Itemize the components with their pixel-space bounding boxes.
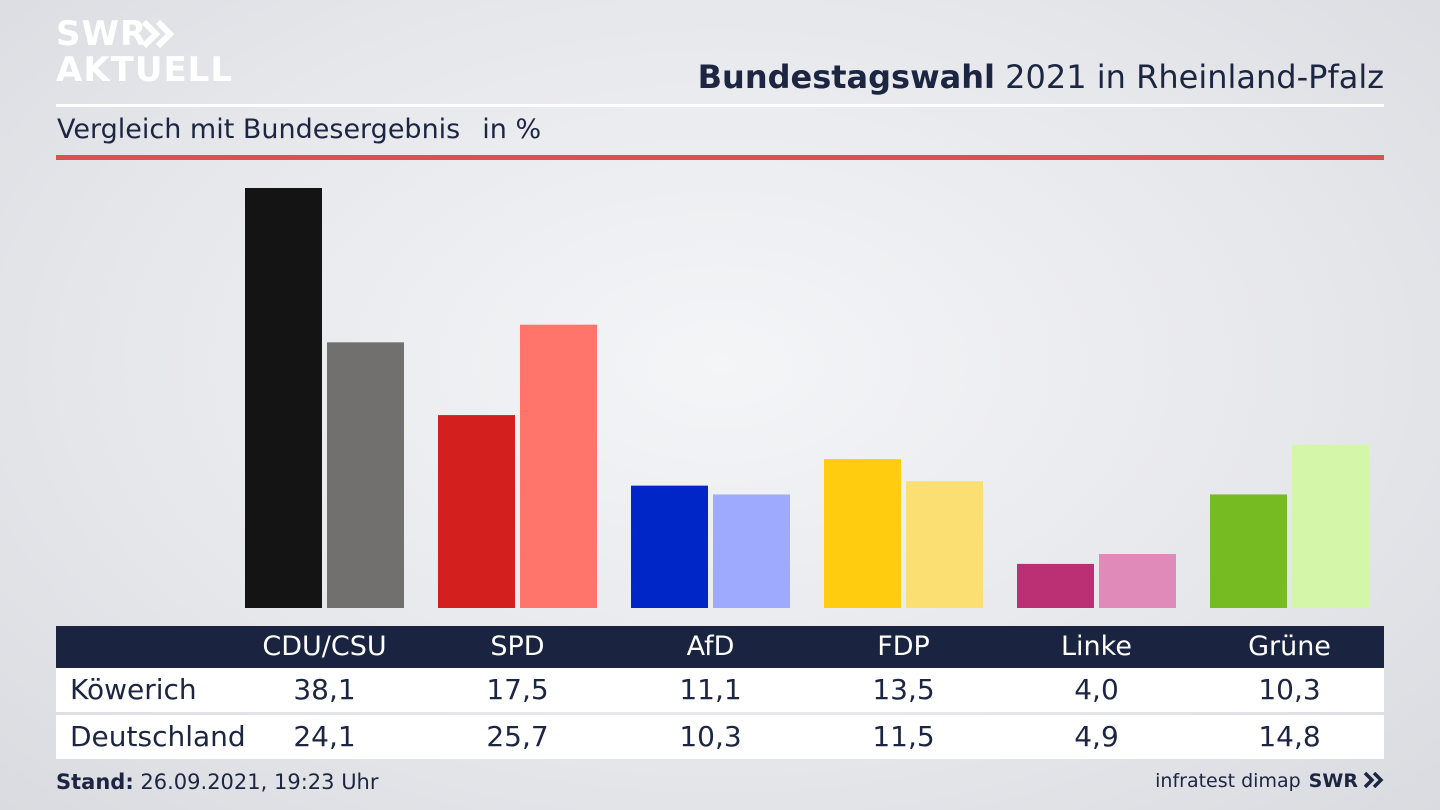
- title-rest: 2021 in Rheinland-Pfalz: [1005, 58, 1384, 96]
- bar-grüne-deutschland: [1292, 444, 1369, 608]
- stand-value: 26.09.2021, 19:23 Uhr: [140, 770, 379, 794]
- timestamp: Stand: 26.09.2021, 19:23 Uhr: [56, 770, 379, 794]
- value-cell: 17,5: [486, 673, 549, 706]
- bar-spd-koewerich: [438, 415, 515, 608]
- column-header: FDP: [877, 631, 930, 662]
- column-header: AfD: [686, 631, 735, 662]
- bar-linke-koewerich: [1017, 563, 1094, 608]
- table-header-row: CDU/CSU SPD AfD FDP Linke Grüne: [56, 626, 1384, 668]
- header-divider: [56, 104, 1384, 107]
- source-credit: infratest dimap SWR: [1155, 770, 1384, 792]
- logo-chevrons-icon: [142, 20, 174, 48]
- bar-cdu-csu-koewerich: [245, 188, 322, 608]
- bar-cdu-csu-deutschland: [327, 342, 404, 608]
- swr-aktuell-logo: SWR AKTUELL: [56, 14, 232, 90]
- value-cell: 11,5: [872, 720, 935, 753]
- footer-swr-logo: SWR: [1308, 770, 1358, 792]
- bar-grüne-koewerich: [1210, 494, 1287, 608]
- bar-spd-deutschland: [520, 324, 597, 608]
- subtitle-text: Vergleich mit Bundesergebnis: [57, 114, 461, 145]
- bar-linke-deutschland: [1099, 553, 1176, 608]
- chart-subtitle: Vergleich mit Bundesergebnis in %: [57, 114, 541, 145]
- value-cell: 10,3: [679, 720, 742, 753]
- accent-rule: [56, 155, 1384, 160]
- logo-swr-text: SWR: [56, 14, 148, 54]
- bar-fdp-deutschland: [906, 481, 983, 608]
- unit-label: in %: [482, 114, 542, 145]
- bar-chart: [245, 188, 1369, 608]
- value-cell: 4,9: [1074, 720, 1119, 753]
- value-cell: 24,1: [293, 720, 356, 753]
- logo-aktuell-text: AKTUELL: [56, 50, 234, 90]
- footer-chevrons-icon: [1363, 771, 1384, 789]
- column-header: SPD: [490, 631, 545, 662]
- column-header: Linke: [1061, 631, 1132, 662]
- bar-afd-koewerich: [631, 485, 708, 608]
- table-row-deutschland: Deutschland 24,1 25,7 10,3 11,5 4,9 14,8: [56, 715, 1384, 759]
- value-cell: 25,7: [486, 720, 549, 753]
- row-label-koewerich: Köwerich: [70, 673, 197, 706]
- table-row-koewerich: Köwerich 38,1 17,5 11,1 13,5 4,0 10,3: [56, 668, 1384, 712]
- value-cell: 11,1: [679, 673, 742, 706]
- value-cell: 14,8: [1258, 720, 1321, 753]
- results-table: CDU/CSU SPD AfD FDP Linke Grüne Köwerich 38,1…: [56, 626, 1384, 759]
- stand-label: Stand:: [56, 770, 134, 794]
- value-cell: 38,1: [293, 673, 356, 706]
- title-bold: Bundestagswahl: [697, 58, 995, 96]
- page-title: Bundestagswahl 2021 in Rheinland-Pfalz: [698, 58, 1384, 96]
- value-cell: 10,3: [1258, 673, 1321, 706]
- column-header: CDU/CSU: [262, 631, 387, 662]
- row-label-deutschland: Deutschland: [70, 720, 246, 753]
- bar-afd-deutschland: [713, 494, 790, 608]
- value-cell: 13,5: [872, 673, 935, 706]
- source-text: infratest dimap: [1155, 770, 1301, 792]
- bar-fdp-koewerich: [824, 459, 901, 608]
- value-cell: 4,0: [1074, 673, 1119, 706]
- column-header: Grüne: [1248, 631, 1331, 662]
